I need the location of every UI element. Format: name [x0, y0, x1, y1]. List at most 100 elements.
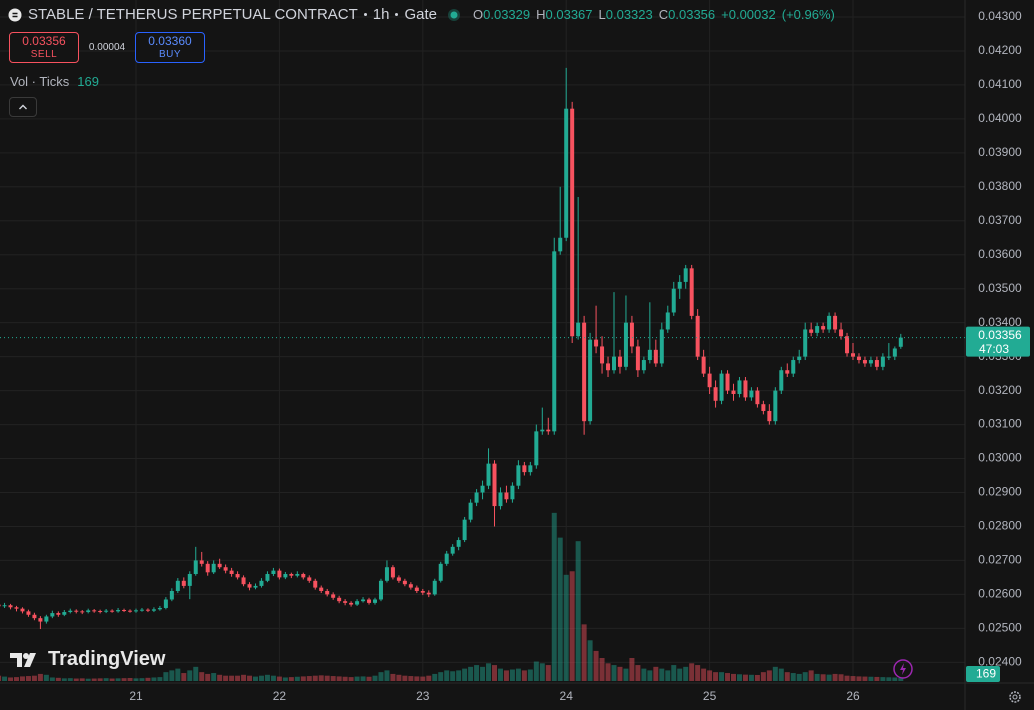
volume-bar — [784, 672, 790, 681]
candle-body — [761, 404, 766, 411]
candle-body — [743, 380, 748, 398]
candle-body — [361, 599, 366, 602]
y-tick-label: 0.03100 — [978, 417, 1022, 431]
volume-bar — [695, 665, 701, 681]
volume-bar — [91, 678, 97, 681]
ohlc-legend: O0.03329 H0.03367 L0.03323 C0.03356 +0.0… — [473, 7, 835, 22]
candle-body — [773, 390, 778, 422]
interval[interactable]: 1h — [372, 6, 390, 23]
candle-body — [851, 353, 855, 357]
trade-panel: 0.03356 SELL 0.00004 0.03360 BUY — [9, 32, 205, 63]
volume-bar — [294, 676, 300, 681]
candle-body — [139, 609, 144, 611]
symbol[interactable]: STABLE / TETHERUS PERPETUAL CONTRACT — [28, 6, 358, 23]
candle-body — [659, 329, 664, 364]
candle-body — [874, 360, 879, 367]
candle-body — [540, 429, 545, 432]
volume-bar — [378, 672, 384, 681]
candle-body — [617, 356, 622, 367]
volume-bar — [844, 675, 850, 681]
change: +0.00032 — [721, 7, 776, 22]
volume-bar — [545, 665, 551, 681]
volume-bar — [324, 675, 330, 681]
candle-body — [373, 599, 377, 603]
candle-body — [295, 574, 300, 576]
volume-bar — [641, 668, 647, 681]
volume-bar — [348, 677, 354, 681]
spread: 0.00004 — [88, 42, 126, 53]
buy-label: BUY — [158, 48, 182, 60]
candle-body — [199, 560, 204, 564]
volume-bar — [420, 676, 426, 681]
volume-title[interactable]: Vol · Ticks — [10, 74, 70, 89]
candle-body — [349, 602, 354, 605]
candle-body — [725, 373, 730, 391]
volume-bar — [731, 673, 736, 681]
candle-body — [408, 584, 413, 588]
volume-bar — [31, 675, 37, 681]
candle-body — [337, 597, 342, 602]
y-tick-label: 0.04200 — [978, 43, 1022, 57]
sell-button[interactable]: 0.03356 SELL — [9, 32, 79, 63]
volume-value: 169 — [77, 74, 99, 89]
y-tick-label: 0.03600 — [978, 247, 1022, 261]
candle-body — [253, 585, 258, 588]
volume-bar — [115, 678, 121, 681]
candle-body — [56, 613, 61, 615]
candle-body — [32, 614, 37, 619]
volume-bar — [653, 666, 659, 681]
ohlc-key: C — [658, 7, 669, 22]
ohlc-key: H — [536, 7, 546, 22]
y-tick-label: 0.04100 — [978, 77, 1022, 91]
volume-bar — [426, 675, 432, 681]
candle-body — [868, 360, 873, 364]
candle-body — [235, 574, 240, 578]
buy-button[interactable]: 0.03360 BUY — [135, 32, 205, 63]
candle-body — [181, 580, 186, 586]
collapse-button[interactable] — [9, 97, 37, 117]
candle-body — [444, 553, 449, 564]
volume-bar — [754, 674, 760, 681]
candle-body — [414, 587, 419, 591]
volume-bar — [557, 537, 563, 681]
candle-body — [653, 349, 658, 364]
candle-body — [104, 610, 109, 612]
volume-bar — [450, 671, 456, 681]
volume-bar — [61, 678, 67, 681]
volume-bar — [456, 670, 462, 681]
candle-body — [641, 360, 646, 371]
volume-bar — [390, 673, 396, 681]
volume-bar — [306, 676, 312, 681]
volume-bar — [157, 677, 163, 681]
volume-bar — [503, 670, 509, 681]
volume-bar — [647, 670, 653, 681]
volume-bar — [121, 678, 127, 681]
candle-body — [576, 322, 581, 337]
volume-bar — [444, 670, 450, 681]
volume-bar — [533, 661, 539, 681]
candle-body — [2, 605, 7, 607]
sell-label: SELL — [30, 48, 58, 60]
volume-bar — [707, 670, 713, 681]
ohlc-key: O — [473, 7, 484, 22]
volume-bar — [229, 675, 235, 681]
candle-body — [737, 380, 742, 394]
volume-bar — [253, 676, 258, 681]
volume-value-label: 169 — [976, 667, 996, 681]
candle-body — [128, 610, 133, 612]
candle-body — [845, 336, 850, 354]
volume-bar — [868, 676, 874, 681]
volume-value-box — [966, 666, 1000, 682]
volume-bar — [892, 677, 898, 681]
candle-body — [486, 463, 491, 486]
candle-body — [122, 610, 127, 612]
candle-body — [671, 288, 676, 313]
candle-body — [570, 108, 575, 337]
candle-body — [450, 546, 455, 554]
volume-bar — [127, 677, 133, 681]
candle-body — [307, 577, 312, 581]
sell-price: 0.03356 — [22, 33, 66, 48]
candle-body — [839, 329, 844, 337]
volume-bar — [414, 676, 420, 681]
